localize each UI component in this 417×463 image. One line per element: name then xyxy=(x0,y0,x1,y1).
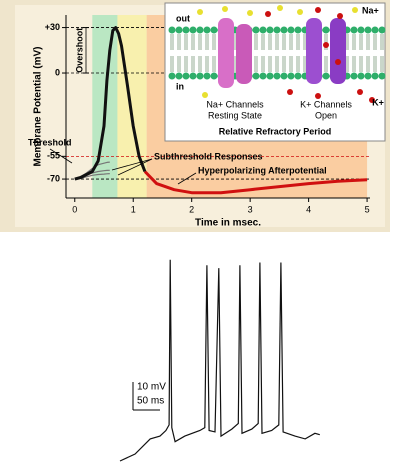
y-tick-label: +30 xyxy=(45,22,60,32)
lipid-head xyxy=(378,72,386,80)
x-tick-label: 2 xyxy=(189,204,194,214)
na-channel xyxy=(236,24,252,84)
series-line xyxy=(143,170,368,195)
lipid-head xyxy=(189,26,197,34)
lipid-head xyxy=(287,26,295,34)
x-tick-label: 3 xyxy=(248,204,253,214)
lipid-head xyxy=(189,72,197,80)
annotation: Subthreshold Responses xyxy=(154,151,263,161)
y-tick-label: -70 xyxy=(47,173,60,183)
series-line xyxy=(74,26,147,181)
x-tick-label: 5 xyxy=(365,204,370,214)
lipid-head xyxy=(322,72,330,80)
k-channel xyxy=(330,18,346,84)
lipid-head xyxy=(280,72,288,80)
annotation-arrow xyxy=(177,172,197,185)
lipid-head xyxy=(294,26,302,34)
x-tick-label: 4 xyxy=(306,204,311,214)
lipid-head xyxy=(196,72,204,80)
lipid-head xyxy=(357,26,365,34)
lipid-head xyxy=(175,26,183,34)
scale-bar-label: 10 mV xyxy=(137,382,166,393)
x-tick-label: 0 xyxy=(72,204,77,214)
lipid-head xyxy=(252,72,260,80)
lipid-head xyxy=(168,26,176,34)
lipid-head xyxy=(273,26,281,34)
lipid-head xyxy=(287,72,295,80)
spike-trace: 10 mV 50 ms xyxy=(119,259,320,462)
lipid-head xyxy=(175,72,183,80)
lipid-head xyxy=(266,72,274,80)
y-tick-label: -55 xyxy=(47,151,60,161)
inset-label: K+ Channels xyxy=(300,99,352,109)
lipid-head xyxy=(357,72,365,80)
lipid-head xyxy=(168,72,176,80)
lipid-head xyxy=(252,26,260,34)
trace-line xyxy=(119,259,320,462)
annotation-arrow xyxy=(111,158,153,171)
lipid-head xyxy=(259,72,267,80)
lipid-head xyxy=(266,26,274,34)
annotation-arrow xyxy=(49,148,73,164)
x-axis-title: Time in msec. xyxy=(195,218,261,229)
na-channel xyxy=(218,18,234,88)
annotation-arrow xyxy=(117,158,153,176)
inset-label: Open xyxy=(315,110,337,120)
lipid-head xyxy=(182,72,190,80)
inset: out in Na+ K+ Na+ Channels Resting State… xyxy=(164,2,386,142)
y-axis-title: Membrane Potential (mV) xyxy=(33,46,44,166)
lipid-head xyxy=(210,26,218,34)
lipid-head xyxy=(364,72,372,80)
lipid-head xyxy=(203,26,211,34)
x-tick-label: 1 xyxy=(131,204,136,214)
lipid-head xyxy=(259,26,267,34)
lipid-head xyxy=(182,26,190,34)
annotation: Threshold xyxy=(28,137,72,147)
inset-caption: Relative Refractory Period xyxy=(219,126,332,136)
inset-label: out xyxy=(176,13,190,23)
lipid-head xyxy=(210,72,218,80)
lipid-head xyxy=(322,26,330,34)
annotation: Hyperpolarizing Afterpotential xyxy=(198,165,327,175)
y-tick-label: 0 xyxy=(55,67,60,77)
inset-label: in xyxy=(176,81,184,91)
inset-box xyxy=(164,2,386,142)
lipid-head xyxy=(371,72,379,80)
lipid-head xyxy=(196,26,204,34)
lipid-head xyxy=(273,72,281,80)
k-channel xyxy=(306,18,322,84)
inset-label: Na+ Channels xyxy=(206,99,264,109)
scale-bar-label: 50 ms xyxy=(137,396,164,407)
inset-label: Resting State xyxy=(208,110,262,120)
lipid-head xyxy=(364,26,372,34)
inset-label: K+ xyxy=(372,97,384,107)
ions xyxy=(197,5,375,103)
lipid-head xyxy=(203,72,211,80)
lipid-head xyxy=(294,72,302,80)
lipid-head xyxy=(280,26,288,34)
lipid-head xyxy=(371,26,379,34)
lipid-head xyxy=(350,26,358,34)
annotation: Overshoot xyxy=(74,28,84,73)
lipid-head xyxy=(350,72,358,80)
lipid-head xyxy=(378,26,386,34)
inset-label: Na+ xyxy=(362,5,379,15)
